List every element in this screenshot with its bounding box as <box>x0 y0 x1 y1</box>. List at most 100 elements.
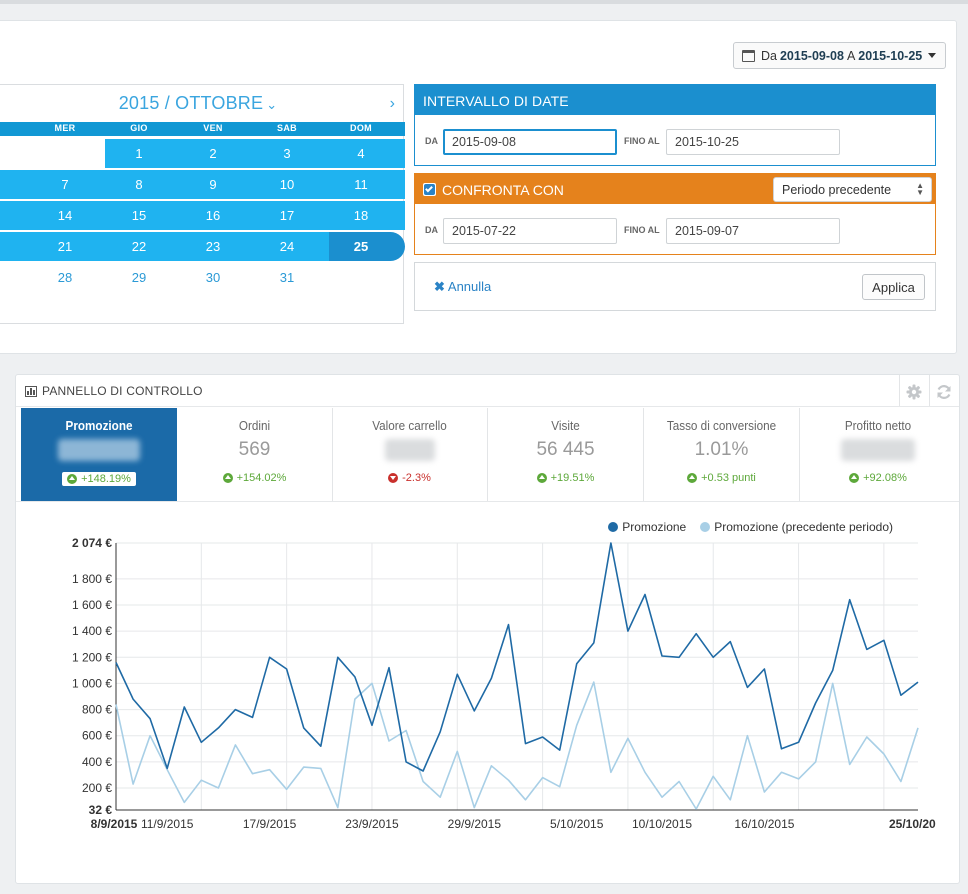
weekday-label: MER <box>54 123 76 133</box>
range-to: 2015-10-25 <box>858 48 923 63</box>
calendar-day[interactable]: 30 <box>205 270 221 285</box>
caret-down-icon <box>928 53 937 58</box>
legend-label-current[interactable]: Promozione <box>622 520 687 534</box>
y-tick-label: 200 € <box>82 781 112 795</box>
date-actions: ✖ Annulla Applica <box>414 262 936 311</box>
arrow-down-circle-icon <box>388 473 399 483</box>
kpi-tile[interactable]: Profitto netto +92.08% <box>800 408 956 501</box>
kpi-tile[interactable]: Tasso di conversione 1.01% +0.53 punti <box>644 408 800 501</box>
bar-chart-icon <box>25 385 37 397</box>
compare-from-label: DA <box>425 225 438 235</box>
calendar-day[interactable]: 22 <box>131 239 147 254</box>
selected-range-band <box>105 139 405 168</box>
selected-range-band <box>0 232 331 261</box>
calendar-day[interactable]: 1 <box>135 146 143 161</box>
calendar-day[interactable]: 4 <box>357 146 365 161</box>
compare-box: CONFRONTA CON Periodo precedente ▲ ▼ DA 2… <box>414 173 936 255</box>
date-range-button[interactable]: Da 2015-09-08 A 2015-10-25 <box>733 42 947 69</box>
calendar-day[interactable]: 21 <box>57 239 73 254</box>
x-tick-label: 16/10/2015 <box>734 817 794 831</box>
legend-label-previous[interactable]: Promozione (precedente periodo) <box>714 520 893 534</box>
calendar-day[interactable]: 2 <box>209 146 217 161</box>
blurred-value <box>58 439 140 461</box>
x-tick-label: 25/10/20 <box>889 817 936 831</box>
calendar-day[interactable]: 16 <box>205 208 221 223</box>
arrow-up-circle-icon <box>687 473 698 483</box>
calendar-month-title[interactable]: 2015 / OTTOBRE ⌄ <box>118 93 278 113</box>
compare-to-input[interactable]: 2015-09-07 <box>666 218 840 244</box>
weekday-label: DOM <box>350 123 372 133</box>
interval-from-label: DA <box>425 136 438 146</box>
arrow-up-circle-icon <box>222 473 233 483</box>
calendar-day[interactable]: 10 <box>279 177 295 192</box>
apply-button[interactable]: Applica <box>862 274 925 300</box>
chart-legend: Promozione Promozione (precedente period… <box>608 520 893 534</box>
date-interval-box: INTERVALLO DI DATE DA 2015-09-08 FINO AL… <box>414 84 936 166</box>
cancel-button[interactable]: ✖ Annulla <box>434 279 492 294</box>
calendar-day[interactable]: 24 <box>279 239 295 254</box>
kpi-tile[interactable]: Visite 56 445 +19.51% <box>488 408 644 501</box>
calendar-day[interactable]: 7 <box>61 177 69 192</box>
compare-to-label: FINO AL <box>624 225 660 235</box>
kpi-value: 1.01% <box>694 439 749 460</box>
kpi-name: Profitto netto <box>844 418 912 433</box>
calendar-day[interactable]: 9 <box>209 177 217 192</box>
y-tick-label: 1 000 € <box>72 676 112 690</box>
calendar-day[interactable]: 14 <box>57 208 73 223</box>
x-tick-label: 17/9/2015 <box>243 817 297 831</box>
x-tick-label: 23/9/2015 <box>345 817 399 831</box>
calendar-day[interactable]: 31 <box>279 270 295 285</box>
gear-icon[interactable] <box>906 384 922 400</box>
blurred-value <box>384 439 435 461</box>
calendar-day[interactable]: 3 <box>283 146 291 161</box>
weekday-label: GIO <box>130 123 148 133</box>
kpi-delta: -2.3% <box>388 472 431 484</box>
legend-swatch-current <box>608 522 619 532</box>
y-tick-label: 32 € <box>89 803 113 817</box>
interval-from-input[interactable]: 2015-09-08 <box>443 129 617 155</box>
compare-checkbox[interactable] <box>423 183 436 196</box>
kpi-value: 569 <box>238 439 271 460</box>
calendar-day[interactable]: 18 <box>353 208 369 223</box>
compare-header: CONFRONTA CON Periodo precedente ▲ ▼ <box>415 174 935 204</box>
dashboard-panel: PANNELLO DI CONTROLLO Promozione +148.19%… <box>15 374 960 884</box>
range-prefix: Da <box>761 48 777 63</box>
y-tick-label: 800 € <box>82 703 112 717</box>
kpi-delta: +0.53 punti <box>687 472 756 484</box>
x-tick-label: 11/9/2015 <box>141 817 194 831</box>
calendar-day[interactable]: 23 <box>205 239 221 254</box>
interval-to-input[interactable]: 2015-10-25 <box>666 129 840 155</box>
toolbar-divider <box>899 375 900 406</box>
kpi-tile[interactable]: Ordini 569 +154.02% <box>177 408 333 501</box>
kpi-delta: +154.02% <box>222 472 286 484</box>
kpi-delta: +148.19% <box>62 472 136 486</box>
legend-swatch-previous <box>700 522 711 532</box>
compare-period-select[interactable]: Periodo precedente ▲ ▼ <box>773 177 932 202</box>
kpi-divider <box>16 501 959 502</box>
kpi-tile[interactable]: Valore carrello -2.3% <box>332 408 488 501</box>
interval-title: INTERVALLO DI DATE <box>415 85 935 115</box>
kpi-value: 56 445 <box>536 439 595 460</box>
selected-range-band <box>0 201 405 230</box>
kpi-name: Ordini <box>238 418 271 433</box>
dashboard-title: PANNELLO DI CONTROLLO <box>42 384 203 398</box>
weekday-label: SAB <box>277 123 297 133</box>
compare-from-input[interactable]: 2015-07-22 <box>443 218 617 244</box>
calendar-day[interactable]: 8 <box>135 177 143 192</box>
calendar-day[interactable]: 29 <box>131 270 147 285</box>
calendar-day[interactable]: 17 <box>279 208 295 223</box>
calendar-day[interactable]: 11 <box>354 177 368 192</box>
x-tick-label: 5/10/2015 <box>550 817 604 831</box>
kpi-value <box>332 439 487 465</box>
next-month-button[interactable]: › <box>389 95 395 112</box>
kpi-delta: +19.51% <box>536 472 594 484</box>
kpi-tile[interactable]: Promozione +148.19% <box>21 408 177 501</box>
x-tick-label: 10/10/2015 <box>632 817 692 831</box>
compare-title: CONFRONTA CON <box>442 182 564 198</box>
calendar-day[interactable]: 15 <box>131 208 147 223</box>
calendar-day[interactable]: 28 <box>57 270 73 285</box>
calendar-day[interactable]: 25 <box>353 239 369 254</box>
arrow-up-circle-icon <box>536 473 547 483</box>
refresh-icon[interactable] <box>936 384 952 400</box>
